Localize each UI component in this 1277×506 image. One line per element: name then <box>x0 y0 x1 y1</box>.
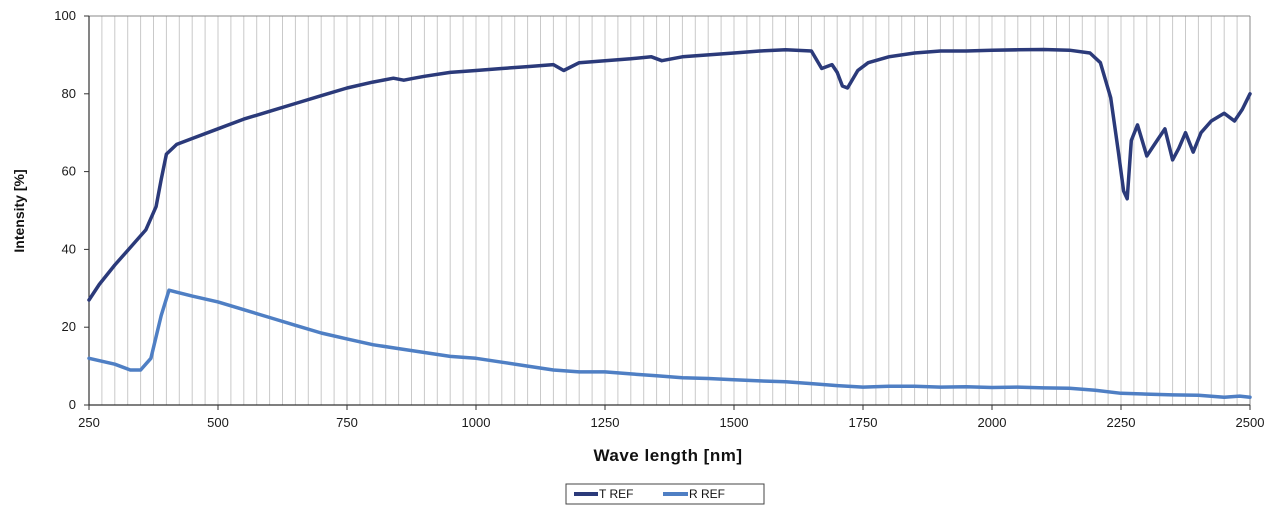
x-tick-label: 1000 <box>462 415 491 430</box>
y-tick-label: 100 <box>54 8 76 23</box>
x-tick-label: 1250 <box>591 415 620 430</box>
x-tick-label: 750 <box>336 415 358 430</box>
x-tick-label: 1750 <box>849 415 878 430</box>
grid-lines <box>101 16 1238 405</box>
series-group <box>87 47 1252 399</box>
x-axis-title: Wave length [nm] <box>593 446 742 465</box>
axes <box>84 15 1251 410</box>
tick-labels: 250 500 750 1000 1250 1500 1750 2000 2250 2500 0 20… <box>54 8 1264 430</box>
series-line-t-ref <box>87 47 1252 302</box>
x-tick-label: 2500 <box>1236 415 1265 430</box>
x-tick-label: 2250 <box>1107 415 1136 430</box>
series-line-r-ref <box>87 288 1252 399</box>
x-tick-label: 2000 <box>978 415 1007 430</box>
y-tick-label: 40 <box>62 241 76 256</box>
y-axis-title: Intensity [%] <box>11 169 27 252</box>
legend: T REF R REF <box>565 483 765 505</box>
x-tick-label: 500 <box>207 415 229 430</box>
x-tick-label: 1500 <box>720 415 749 430</box>
x-tick-label: 250 <box>78 415 100 430</box>
y-tick-label: 80 <box>62 86 76 101</box>
y-tick-label: 60 <box>62 164 76 179</box>
y-tick-label: 20 <box>62 319 76 334</box>
legend-label-t-ref: T REF <box>599 487 633 501</box>
y-tick-label: 0 <box>69 397 76 412</box>
legend-label-r-ref: R REF <box>689 487 725 501</box>
